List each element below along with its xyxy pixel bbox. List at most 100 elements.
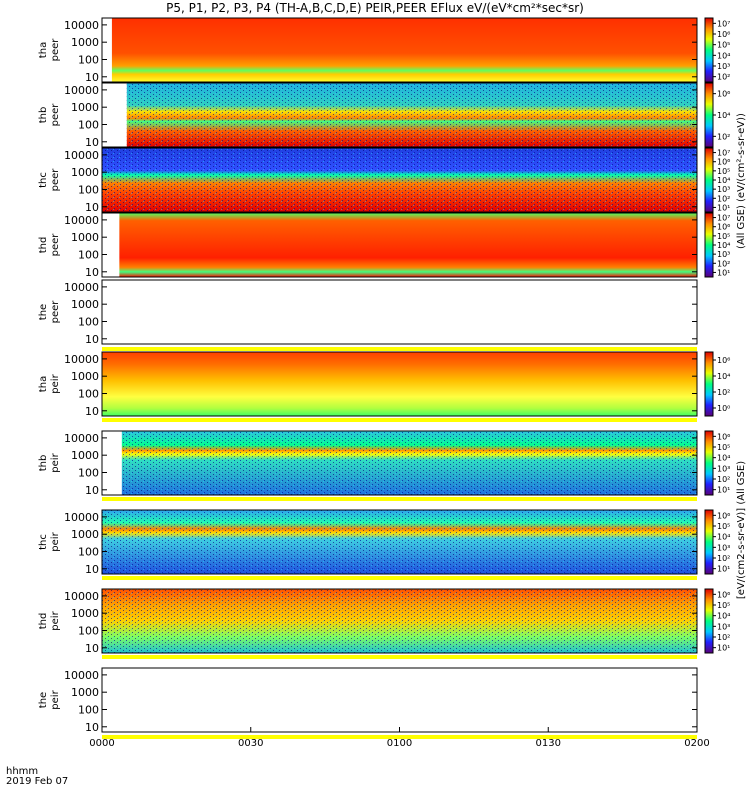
colorbar-tick-label: 10³ (717, 62, 730, 71)
y-tick-label: 1000 (71, 101, 99, 114)
speckle-overlay (102, 510, 697, 574)
colorbar-tick-label: 10³ (717, 543, 730, 552)
colorbar-tick-label: 10⁴ (717, 241, 730, 250)
panel-species-label: peer (50, 300, 61, 324)
speckle-overlay (126, 83, 697, 147)
quality-strip (102, 347, 697, 351)
colorbar-tick-label: 10² (717, 132, 730, 141)
colorbar (704, 588, 714, 654)
colorbar-tick-label: 10² (717, 73, 730, 82)
colorbar (704, 147, 714, 213)
panel-frame (101, 351, 698, 417)
y-tick-label: 10000 (64, 353, 99, 366)
y-tick-label: 10 (85, 405, 99, 418)
x-axis-label: hhmm (6, 766, 39, 777)
colorbar-tick-label: 10⁵ (717, 167, 730, 176)
y-tick-label: 10000 (64, 669, 99, 682)
panel-frame (101, 82, 698, 148)
colorbar-tick-label: 10⁴ (717, 454, 730, 463)
y-tick-label: 10000 (64, 214, 99, 227)
panel-frame (101, 147, 698, 213)
colorbar-axis-label-electron: (All GSE) (eV/(cm²-s-sr-eV)) (736, 113, 747, 249)
y-tick-label: 10 (85, 333, 99, 346)
colorbar-tick-label: 10⁶ (717, 511, 730, 520)
colorbar-tick-label: 10² (717, 259, 730, 268)
speckle-overlay (102, 148, 697, 212)
panel-probe-label: tha (38, 42, 49, 58)
colorbar-tick-label: 10⁷ (717, 149, 730, 158)
colorbar (704, 82, 714, 148)
chart-title: P5, P1, P2, P3, P4 (TH-A,B,C,D,E) PEIR,P… (166, 1, 584, 15)
y-tick-label: 1000 (71, 298, 99, 311)
y-tick-label: 100 (78, 183, 99, 196)
y-tick-label: 100 (78, 118, 99, 131)
panel-probe-label: tha (38, 376, 49, 392)
colorbar-tick-label: 10⁴ (717, 111, 730, 120)
panel-probe-label: the (38, 304, 49, 320)
colorbar-tick-label: 10⁷ (717, 214, 730, 223)
y-tick-label: 10 (85, 642, 99, 655)
speckle-overlay (102, 589, 697, 653)
y-tick-label: 10000 (64, 19, 99, 32)
colorbar (704, 17, 714, 83)
panel-frame (101, 667, 698, 733)
colorbar-tick-label: 10⁶ (717, 90, 730, 99)
spectrogram-thd-peer (119, 213, 697, 277)
panel-thb-peer: 10 100 1000 10000 thb peer 10² 10⁴ 10⁶ (38, 82, 730, 149)
y-tick-label: 100 (78, 703, 99, 716)
y-tick-label: 1000 (71, 166, 99, 179)
colorbar-tick-label: 10⁶ (717, 158, 730, 167)
panel-species-label: peir (50, 531, 61, 551)
y-tick-label: 10000 (64, 432, 99, 445)
colorbar-tick-label: 10¹ (717, 486, 730, 495)
y-tick-label: 10000 (64, 149, 99, 162)
panel-frame (101, 509, 698, 575)
panel-species-label: peer (50, 38, 61, 62)
panel-species-label: peir (50, 452, 61, 472)
y-tick-label: 10 (85, 266, 99, 279)
panel-probe-label: thd (38, 613, 49, 630)
panel-species-label: peer (50, 233, 61, 257)
y-tick-label: 10 (85, 201, 99, 214)
panel-thd-peer: 10 100 1000 10000 thd peer 10¹10²10³10⁴10⁵10⁶1… (38, 212, 730, 279)
colorbar-tick-label: 10⁷ (717, 19, 730, 28)
panel-species-label: peer (50, 168, 61, 192)
y-tick-label: 10 (85, 71, 99, 84)
panel-frame (101, 279, 698, 345)
y-tick-label: 1000 (71, 449, 99, 462)
panel-species-label: peer (50, 103, 61, 127)
y-tick-label: 1000 (71, 528, 99, 541)
colorbar-tick-label: 10⁶ (717, 590, 730, 599)
colorbar-tick-label: 10³ (717, 464, 730, 473)
colorbar-tick-label: 10⁴ (717, 176, 730, 185)
y-tick-label: 10 (85, 563, 99, 576)
colorbar-tick-label: 10⁶ (717, 30, 730, 39)
panel-species-label: peir (50, 373, 61, 393)
colorbar-tick-label: 10¹ (717, 644, 730, 653)
panel-frame (101, 212, 698, 278)
y-tick-label: 10000 (64, 84, 99, 97)
colorbar-tick-label: 10⁵ (717, 443, 730, 452)
colorbar-tick-label: 10⁰ (717, 404, 730, 413)
colorbar-tick-label: 10¹ (717, 203, 730, 212)
colorbar-tick-label: 10¹ (717, 565, 730, 574)
panel-frame (101, 17, 698, 83)
y-tick-label: 1000 (71, 36, 99, 49)
panel-frame (101, 588, 698, 654)
x-tick-label: 0030 (238, 738, 263, 749)
panel-probe-label: the (38, 692, 49, 708)
colorbar-tick-label: 10⁶ (717, 223, 730, 232)
quality-strip (102, 576, 697, 580)
spectrogram-tha-peir (102, 352, 697, 416)
panel-probe-label: thb (38, 455, 49, 472)
colorbar-tick-label: 10³ (717, 185, 730, 194)
colorbar-tick-label: 10² (717, 388, 730, 397)
x-tick-label: 0130 (536, 738, 561, 749)
colorbar-tick-label: 10⁵ (717, 232, 730, 241)
quality-strip (102, 655, 697, 659)
